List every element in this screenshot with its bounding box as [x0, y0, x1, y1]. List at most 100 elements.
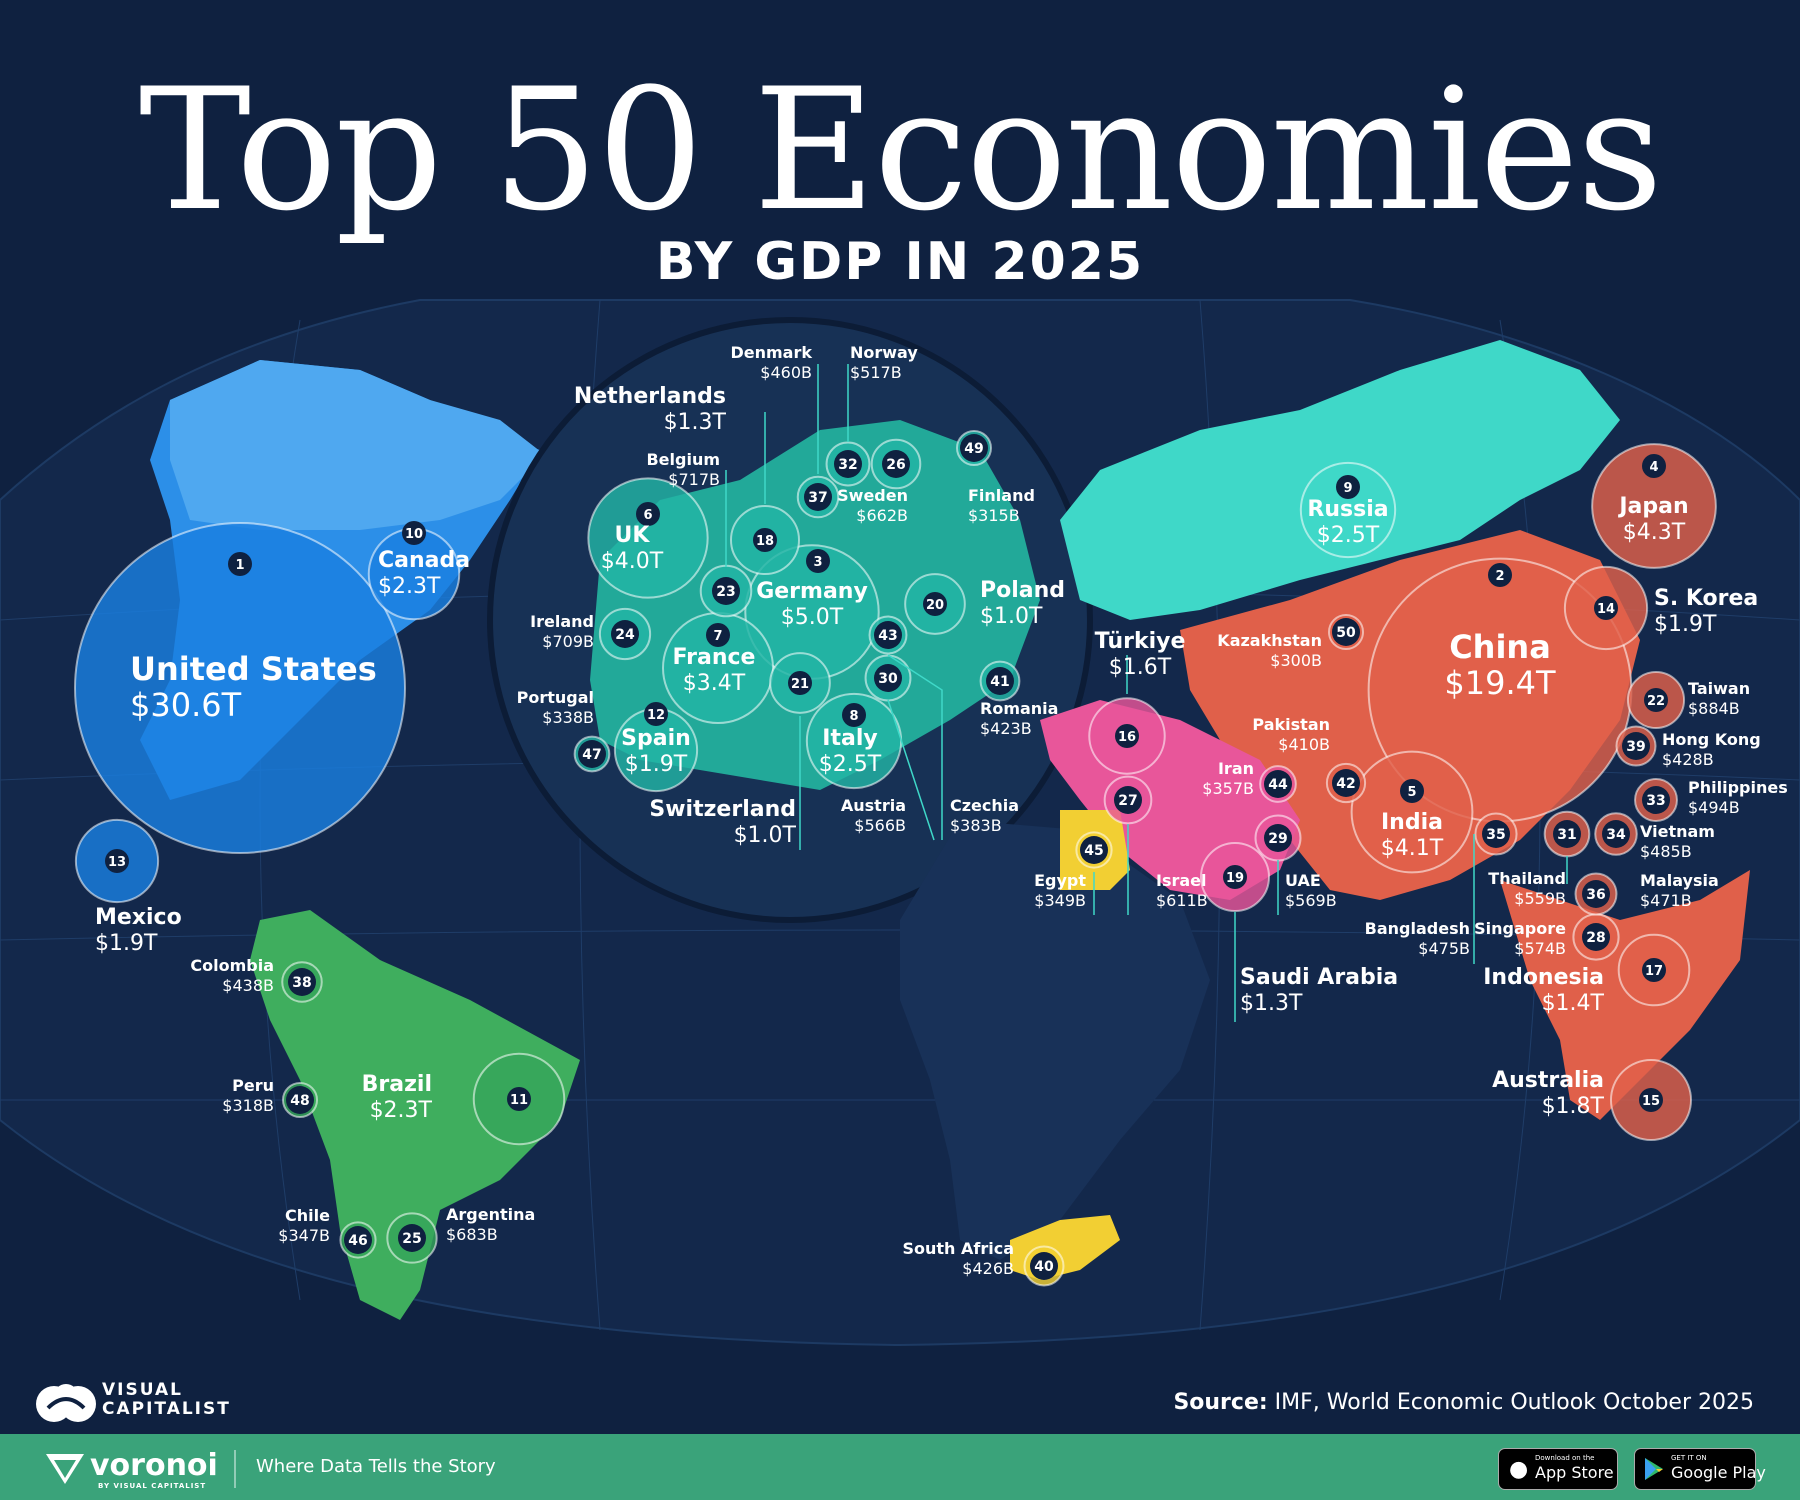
source-text: IMF, World Economic Outlook October 2025 — [1274, 1390, 1754, 1415]
gdp-value-portugal: $338B — [542, 708, 594, 727]
country-name-germany: Germany — [756, 579, 868, 604]
gdp-value-denmark: $460B — [760, 363, 812, 382]
rank-number: 5 — [1407, 785, 1416, 800]
app-store-button[interactable]: ● Download on the App Store — [1498, 1448, 1618, 1490]
rank-number: 43 — [878, 628, 897, 644]
rank-number: 14 — [1597, 602, 1615, 617]
rank-number: 11 — [510, 1093, 528, 1108]
country-name-china: China — [1449, 628, 1551, 666]
gdp-value-russia: $2.5T — [1317, 523, 1380, 548]
canada-region — [170, 360, 545, 530]
gdp-value-chile: $347B — [278, 1226, 330, 1245]
voronoi-wordmark: voronoi — [90, 1448, 218, 1483]
gdp-value-italy: $2.5T — [819, 752, 882, 777]
south-america-landmass — [250, 910, 580, 1320]
rank-badge-24 — [611, 620, 639, 648]
rank-number: 18 — [756, 534, 774, 549]
bubble-united-states — [74, 522, 406, 854]
southeast-asia-landmass — [1500, 870, 1750, 1120]
gdp-value-spain: $1.9T — [625, 752, 688, 777]
google-play-small-text: GET IT ON — [1671, 1454, 1707, 1462]
country-name-russia: Russia — [1307, 497, 1388, 522]
gdp-value-japan: $4.3T — [1623, 520, 1686, 545]
rank-badge-23 — [712, 577, 740, 605]
visual-capitalist-wordmark: VISUAL CAPITALIST — [102, 1380, 231, 1419]
rank-number: 36 — [1586, 887, 1605, 903]
rank-number: 50 — [1336, 625, 1356, 641]
gdp-value-egypt: $349B — [1034, 891, 1086, 910]
country-name-egypt: Egypt — [1034, 871, 1086, 890]
country-name-taiwan: Taiwan — [1688, 679, 1750, 698]
app-store-small-text: Download on the — [1535, 1454, 1595, 1462]
rank-number: 29 — [1268, 831, 1287, 847]
rank-number: 3 — [813, 555, 822, 570]
rank-badge-5 — [1400, 779, 1424, 803]
country-name-colombia: Colombia — [190, 956, 274, 975]
gdp-value-peru: $318B — [222, 1096, 274, 1115]
africa-landmass — [900, 820, 1210, 1260]
country-name-south-africa: South Africa — [902, 1239, 1014, 1258]
country-name-philippines: Philippines — [1688, 778, 1788, 797]
rank-badge-38 — [288, 968, 316, 996]
gdp-value-belgium: $717B — [668, 470, 720, 489]
gdp-value-hong-kong: $428B — [1662, 750, 1714, 769]
gdp-value-indonesia: $1.4T — [1542, 991, 1605, 1016]
rank-badge-47 — [578, 740, 606, 768]
country-name-sweden: Sweden — [837, 486, 908, 505]
rank-badge-40 — [1030, 1252, 1058, 1280]
rank-badge-14 — [1594, 596, 1618, 620]
country-name-kazakhstan: Kazakhstan — [1217, 631, 1322, 650]
rank-number: 10 — [405, 527, 423, 542]
gdp-value-israel: $611B — [1156, 891, 1208, 910]
rank-badge-42 — [1332, 769, 1360, 797]
country-name-t-rkiye: Türkiye — [1095, 629, 1186, 654]
gdp-value-norway: $517B — [850, 363, 902, 382]
gdp-value-brazil: $2.3T — [370, 1098, 433, 1123]
rank-number: 39 — [1626, 739, 1645, 755]
gdp-value-austria: $566B — [854, 816, 906, 835]
google-play-button[interactable]: GET IT ON Google Play — [1634, 1448, 1766, 1490]
rank-number: 30 — [878, 671, 898, 687]
bubble-russia — [1299, 461, 1397, 559]
country-name-japan: Japan — [1617, 494, 1688, 519]
rank-badge-19 — [1223, 865, 1247, 889]
rank-badge-43 — [874, 621, 902, 649]
gdp-value-malaysia: $471B — [1640, 891, 1692, 910]
country-name-iran: Iran — [1218, 759, 1254, 778]
rank-number: 22 — [1647, 694, 1665, 709]
rank-number: 25 — [402, 1231, 421, 1247]
gdp-value-australia: $1.8T — [1542, 1094, 1605, 1119]
gdp-value-china: $19.4T — [1444, 664, 1556, 702]
country-name-portugal: Portugal — [517, 688, 594, 707]
country-name-india: India — [1381, 810, 1443, 835]
country-name-malaysia: Malaysia — [1640, 871, 1719, 890]
rank-badge-13 — [105, 849, 129, 873]
country-name-brazil: Brazil — [362, 1072, 432, 1097]
gdp-value-france: $3.4T — [683, 671, 746, 696]
gdp-value-poland: $1.0T — [980, 604, 1043, 629]
rank-badge-18 — [753, 528, 777, 552]
rank-badge-1 — [228, 552, 252, 576]
rank-badge-11 — [507, 1087, 531, 1111]
gdp-value-united-states: $30.6T — [130, 686, 242, 724]
voronoi-logo-icon — [46, 1454, 84, 1484]
rank-badge-35 — [1482, 820, 1510, 848]
gdp-value-thailand: $559B — [1514, 889, 1566, 908]
rank-number: 15 — [1642, 1094, 1660, 1109]
rank-badge-17 — [1642, 958, 1666, 982]
country-name-france: France — [673, 645, 756, 670]
source-note: Source: IMF, World Economic Outlook Octo… — [1173, 1390, 1754, 1415]
rank-badge-37 — [804, 483, 832, 511]
rank-badge-31 — [1553, 820, 1581, 848]
gdp-value-t-rkiye: $1.6T — [1109, 655, 1172, 680]
rank-number: 23 — [716, 584, 735, 600]
gdp-value-colombia: $438B — [222, 976, 274, 995]
gdp-value-argentina: $683B — [446, 1225, 498, 1244]
tagline: Where Data Tells the Story — [256, 1456, 496, 1477]
rank-badge-34 — [1602, 820, 1630, 848]
leader-line-austria — [887, 699, 935, 841]
country-name-romania: Romania — [980, 699, 1058, 718]
gdp-value-s-korea: $1.9T — [1654, 612, 1717, 637]
rank-number: 7 — [713, 629, 722, 644]
